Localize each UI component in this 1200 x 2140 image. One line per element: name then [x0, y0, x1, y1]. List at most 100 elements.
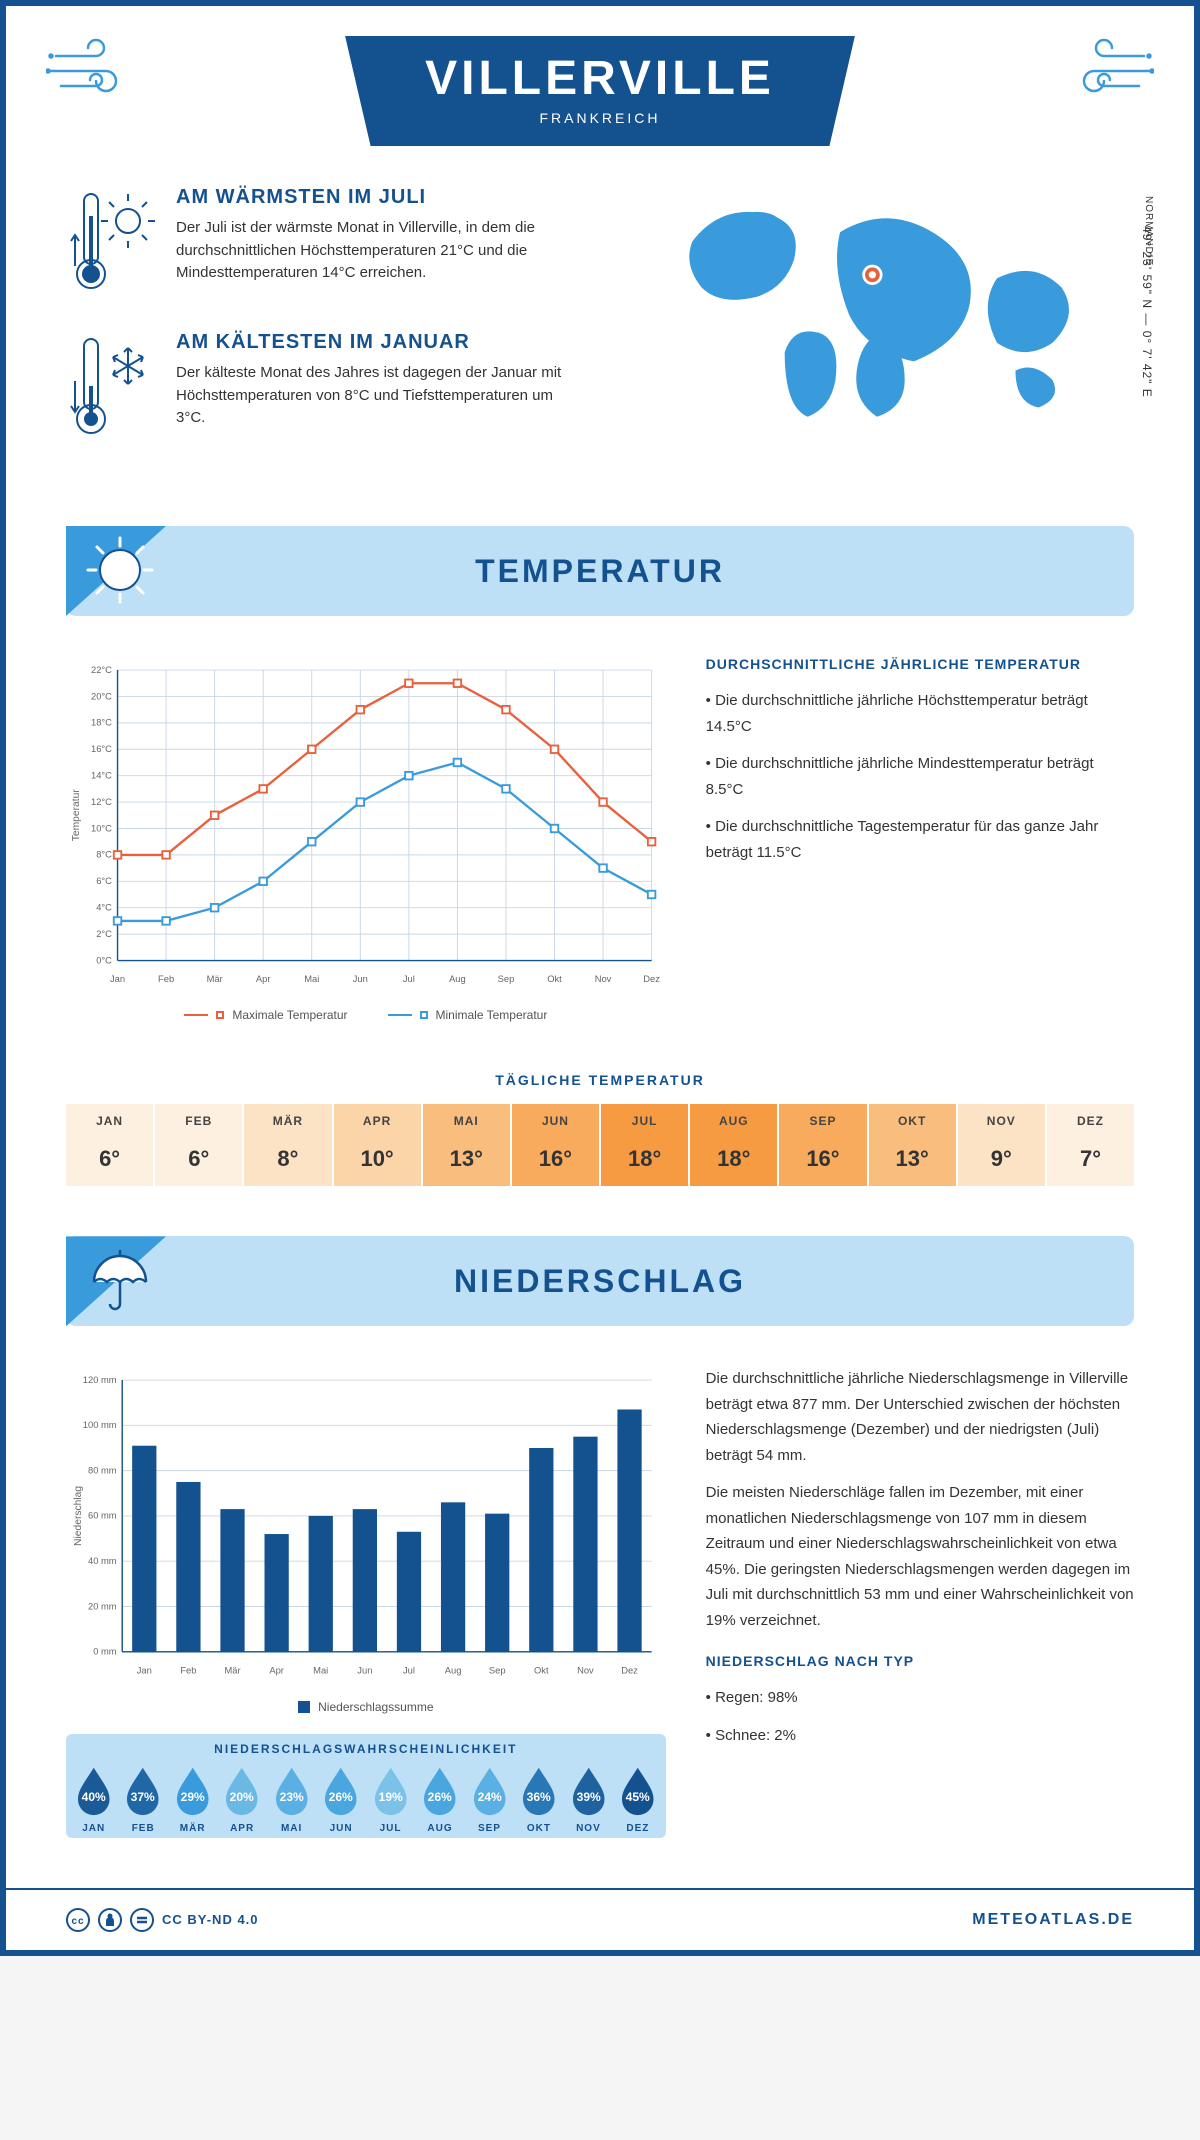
precip-probability-box: NIEDERSCHLAGSWAHRSCHEINLICHKEIT 40% JAN …	[66, 1734, 666, 1838]
svg-text:26%: 26%	[428, 1790, 452, 1804]
precip-drop-month: JUL	[367, 1823, 414, 1834]
svg-text:39%: 39%	[576, 1790, 600, 1804]
temperature-info: DURCHSCHNITTLICHE JÄHRLICHE TEMPERATUR •…	[706, 656, 1134, 1022]
svg-text:cc: cc	[71, 1916, 84, 1927]
fact-coldest-body: AM KÄLTESTEN IM JANUAR Der kälteste Mona…	[176, 331, 580, 446]
daily-temp-cell: FEB6°	[155, 1104, 242, 1186]
precip-drop-month: DEZ	[614, 1823, 661, 1834]
svg-text:Mai: Mai	[304, 974, 319, 984]
daily-temp-cell: DEZ 7°	[1047, 1104, 1134, 1186]
precip-drop: 23% MAI	[268, 1764, 315, 1834]
svg-text:Jan: Jan	[137, 1666, 152, 1676]
precip-chart-row: 0 mm20 mm40 mm60 mm80 mm100 mm120 mmNied…	[6, 1326, 1194, 1858]
site-name: METEOATLAS.DE	[972, 1911, 1134, 1929]
svg-text:20%: 20%	[230, 1790, 254, 1804]
legend-min-label: Minimale Temperatur	[436, 1008, 548, 1022]
temperature-chart-row: 0°C2°C4°C6°C8°C10°C12°C14°C16°C18°C20°C2…	[6, 616, 1194, 1042]
header: VILLERVILLE FRANKREICH	[6, 6, 1194, 156]
intro-section: AM WÄRMSTEN IM JULI Der Juli ist der wär…	[6, 156, 1194, 506]
precip-drop: 26% JUN	[317, 1764, 364, 1834]
svg-text:8°C: 8°C	[96, 850, 112, 860]
svg-text:Okt: Okt	[534, 1666, 549, 1676]
footer: cc CC BY-ND 4.0 METEOATLAS.DE	[6, 1888, 1194, 1950]
title-banner: VILLERVILLE FRANKREICH	[345, 36, 855, 146]
temperature-info-bullet: • Die durchschnittliche jährliche Mindes…	[706, 751, 1134, 802]
fact-warmest: AM WÄRMSTEN IM JULI Der Juli ist der wär…	[66, 186, 580, 301]
fact-warmest-body: AM WÄRMSTEN IM JULI Der Juli ist der wär…	[176, 186, 580, 301]
fact-coldest: AM KÄLTESTEN IM JANUAR Der kälteste Mona…	[66, 331, 580, 446]
svg-text:2°C: 2°C	[96, 929, 112, 939]
svg-text:Jul: Jul	[403, 1666, 415, 1676]
daily-temp-month: AUG	[690, 1114, 777, 1128]
precip-drop: 39% NOV	[565, 1764, 612, 1834]
svg-text:12°C: 12°C	[91, 797, 112, 807]
svg-text:Mär: Mär	[207, 974, 223, 984]
fact-coldest-text: Der kälteste Monat des Jahres ist dagege…	[176, 362, 580, 430]
svg-text:4°C: 4°C	[96, 903, 112, 913]
precip-drop-month: APR	[218, 1823, 265, 1834]
daily-temp-month: DEZ	[1047, 1114, 1134, 1128]
precip-drop: 45% DEZ	[614, 1764, 661, 1834]
svg-text:24%: 24%	[477, 1790, 501, 1804]
daily-temp-value: 6°	[155, 1146, 242, 1172]
svg-text:Sep: Sep	[489, 1666, 506, 1676]
nd-icon	[130, 1908, 154, 1932]
svg-text:19%: 19%	[378, 1790, 402, 1804]
temperature-info-title: DURCHSCHNITTLICHE JÄHRLICHE TEMPERATUR	[706, 656, 1134, 672]
legend-precip-label: Niederschlagssumme	[318, 1700, 433, 1714]
precip-drop: 36% OKT	[515, 1764, 562, 1834]
section-header-temperature: TEMPERATUR	[66, 526, 1134, 616]
daily-temp-value: 16°	[779, 1146, 866, 1172]
svg-text:26%: 26%	[329, 1790, 353, 1804]
by-icon	[98, 1908, 122, 1932]
precip-legend: Niederschlagssumme	[66, 1700, 666, 1714]
temperature-info-bullet: • Die durchschnittliche jährliche Höchst…	[706, 688, 1134, 739]
precip-type-bullet: • Schnee: 2%	[706, 1723, 1134, 1749]
daily-temp-cell: OKT13°	[869, 1104, 956, 1186]
svg-text:Okt: Okt	[547, 974, 562, 984]
svg-text:18°C: 18°C	[91, 718, 112, 728]
daily-temp-value: 7°	[1047, 1146, 1134, 1172]
svg-text:37%: 37%	[131, 1790, 155, 1804]
country-name: FRANKREICH	[425, 110, 775, 126]
svg-text:Jun: Jun	[353, 974, 368, 984]
precip-drop-month: SEP	[466, 1823, 513, 1834]
daily-temp-month: JAN	[66, 1114, 153, 1128]
coords-label: 49° 23' 59" N — 0° 7' 42" E	[1140, 226, 1154, 398]
legend-min: Minimale Temperatur	[388, 1008, 548, 1022]
precip-chart-area: 0 mm20 mm40 mm60 mm80 mm100 mm120 mmNied…	[66, 1366, 666, 1838]
precip-drop-month: FEB	[119, 1823, 166, 1834]
temperature-chart: 0°C2°C4°C6°C8°C10°C12°C14°C16°C18°C20°C2…	[66, 656, 666, 1022]
license-text: CC BY-ND 4.0	[162, 1912, 259, 1927]
thermometer-sun-icon	[66, 186, 156, 301]
svg-text:60 mm: 60 mm	[88, 1511, 117, 1521]
precip-text-2: Die meisten Niederschläge fallen im Deze…	[706, 1480, 1134, 1633]
svg-text:Sep: Sep	[498, 974, 515, 984]
svg-text:Feb: Feb	[180, 1666, 196, 1676]
precip-drop-month: MAI	[268, 1823, 315, 1834]
precip-drop-month: AUG	[416, 1823, 463, 1834]
daily-temp-month: MAI	[423, 1114, 510, 1128]
sun-icon	[84, 534, 156, 611]
temperature-legend: Maximale Temperatur Minimale Temperatur	[66, 1008, 666, 1022]
section-header-precip: NIEDERSCHLAG	[66, 1236, 1134, 1326]
svg-text:Jan: Jan	[110, 974, 125, 984]
daily-temp-month: JUN	[512, 1114, 599, 1128]
temperature-info-bullet: • Die durchschnittliche Tagestemperatur …	[706, 814, 1134, 865]
svg-text:80 mm: 80 mm	[88, 1466, 117, 1476]
fact-coldest-title: AM KÄLTESTEN IM JANUAR	[176, 331, 580, 354]
precip-drop: 24% SEP	[466, 1764, 513, 1834]
svg-text:Mai: Mai	[313, 1666, 328, 1676]
daily-temp-value: 18°	[690, 1146, 777, 1172]
svg-text:Jun: Jun	[357, 1666, 372, 1676]
cc-icon: cc	[66, 1908, 90, 1932]
precip-drop-month: NOV	[565, 1823, 612, 1834]
precip-drop: 37% FEB	[119, 1764, 166, 1834]
world-map-icon	[620, 186, 1134, 426]
wind-icon-right	[1054, 36, 1154, 111]
section-title-precip: NIEDERSCHLAG	[186, 1263, 1134, 1300]
svg-text:Apr: Apr	[269, 1666, 284, 1676]
svg-text:Nov: Nov	[577, 1666, 594, 1676]
svg-text:40%: 40%	[82, 1790, 106, 1804]
daily-temp-month: JUL	[601, 1114, 688, 1128]
